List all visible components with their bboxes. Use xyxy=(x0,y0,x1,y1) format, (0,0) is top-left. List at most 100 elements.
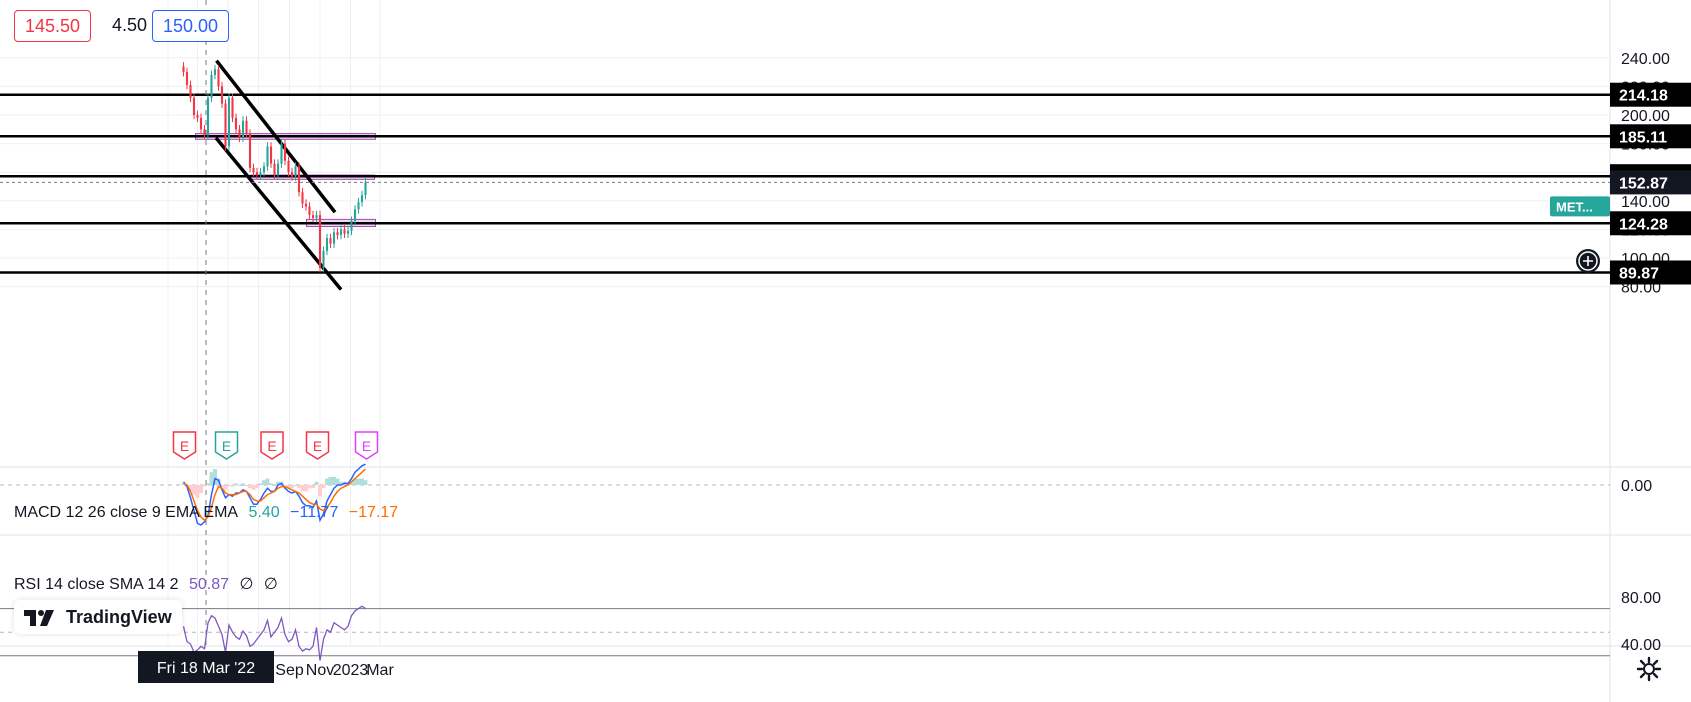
macd-histogram-bar xyxy=(286,485,291,489)
macd-histogram-bar xyxy=(293,485,298,486)
macd-histogram-bar xyxy=(353,478,357,485)
candle-body xyxy=(315,215,318,218)
macd-histogram-bar xyxy=(230,485,235,487)
macd-histogram-bar xyxy=(314,481,319,485)
candle-body xyxy=(346,230,350,234)
candle-body xyxy=(343,229,346,234)
rsi-extra-1: ∅ xyxy=(239,576,254,593)
earnings-marker-icon xyxy=(260,431,284,460)
candle-body xyxy=(220,86,224,104)
rsi-value: 50.87 xyxy=(188,576,230,593)
symbol-tag xyxy=(1550,196,1610,217)
candle-body xyxy=(336,232,339,236)
macd-histogram-bar xyxy=(321,485,326,489)
earnings-marker-label: E xyxy=(222,438,231,454)
earnings-marker-icon xyxy=(172,431,197,460)
candle-body xyxy=(241,120,245,138)
macd-histogram-bar xyxy=(356,478,361,485)
candle-body xyxy=(301,192,304,204)
candle-body xyxy=(238,129,241,138)
macd-histogram-bar xyxy=(255,485,259,489)
macd-histogram-bar xyxy=(339,481,343,485)
earnings-marker-label: E xyxy=(313,438,322,454)
cursor-date-label: Fri 18 Mar '22 xyxy=(157,660,255,677)
gear-icon[interactable] xyxy=(1636,656,1662,682)
x-tick-label: Sep xyxy=(275,662,304,679)
macd-histogram-bar xyxy=(192,485,196,495)
candle-body xyxy=(269,146,273,164)
macd-histogram-bar xyxy=(188,485,193,492)
rsi-legend[interactable]: RSI 14 close SMA 14 2 50.87 ∅ ∅ xyxy=(14,574,284,594)
bid-price-button[interactable]: 145.50 xyxy=(14,10,92,42)
candle-body xyxy=(357,202,360,210)
macd-histogram-bar xyxy=(227,485,231,486)
macd-histogram-bar xyxy=(325,478,329,485)
rsi-tick-label: 40.00 xyxy=(1621,637,1661,654)
macd-histogram-bar xyxy=(241,483,245,485)
candle-body xyxy=(311,215,315,218)
candle-body xyxy=(185,72,189,85)
spread-value: 4.50 xyxy=(108,10,152,40)
macd-histogram-bar xyxy=(195,485,200,498)
candle-body xyxy=(297,166,301,193)
rsi-tick-label: 80.00 xyxy=(1621,590,1661,607)
y-tick-label: 240.00 xyxy=(1621,51,1670,68)
tradingview-logo-text: TradingView xyxy=(66,606,172,627)
macd-legend[interactable]: MACD 12 26 close 9 EMA EMA 5.40 −11.77 −… xyxy=(14,504,404,522)
cursor-date-tag xyxy=(138,651,274,683)
channel-trendline xyxy=(215,59,337,214)
macd-histogram-bar xyxy=(251,485,256,490)
candle-body xyxy=(360,195,364,203)
earnings-marker-label: E xyxy=(362,438,371,454)
macd-tick-label: 0.00 xyxy=(1621,478,1652,495)
macd-histogram-bar xyxy=(213,469,217,485)
candle-body xyxy=(248,133,252,168)
candle-body xyxy=(262,166,266,173)
earnings-marker-icon xyxy=(214,431,239,460)
macd-histogram-bar xyxy=(307,485,312,489)
macd-histogram-bar xyxy=(311,485,315,489)
horizontal-level-label: 185.11 xyxy=(1619,129,1667,146)
macd-histogram-bar xyxy=(304,485,308,492)
macd-histogram-bar xyxy=(206,483,210,485)
candle-body xyxy=(234,117,238,130)
macd-histogram-bar xyxy=(272,485,277,486)
macd-histogram-bar xyxy=(360,478,364,485)
macd-signal-value: −17.17 xyxy=(348,504,399,521)
symbol-tag-label: MET... xyxy=(1556,199,1593,214)
candle-body xyxy=(255,172,259,176)
macd-histogram-bar xyxy=(335,478,340,485)
candle-body xyxy=(304,203,308,207)
macd-histogram-bar xyxy=(265,478,270,485)
candle-body xyxy=(322,250,325,269)
candle-body xyxy=(294,166,297,177)
candle-body xyxy=(210,74,213,98)
tradingview-logo[interactable]: TradingView xyxy=(14,600,182,634)
candle-body xyxy=(287,160,290,173)
horizontal-level-label: 124.28 xyxy=(1619,216,1668,233)
horizontal-level-label: 214.18 xyxy=(1619,88,1668,105)
macd-histogram-bar xyxy=(276,481,280,485)
rsi-extra-2: ∅ xyxy=(263,576,278,593)
macd-histogram-bar xyxy=(332,477,336,485)
candle-body xyxy=(199,117,203,130)
macd-line-value: −11.77 xyxy=(290,504,339,521)
candle-body xyxy=(308,206,311,216)
ask-price-button[interactable]: 150.00 xyxy=(152,10,230,42)
candle-body xyxy=(217,69,220,87)
rsi-label: RSI 14 close SMA 14 2 xyxy=(14,576,179,593)
macd-histogram-bar xyxy=(318,485,322,497)
candle-body xyxy=(245,120,248,134)
candle-body xyxy=(189,84,192,98)
macd-histogram-bar xyxy=(202,485,207,487)
candle-body xyxy=(350,220,353,231)
y-tick-label: 200.00 xyxy=(1621,108,1670,125)
candle-body xyxy=(290,172,294,177)
macd-histogram-bar xyxy=(269,483,273,485)
plus-circle-icon[interactable] xyxy=(1575,248,1601,274)
macd-histogram-bar xyxy=(349,481,354,485)
candle-body xyxy=(283,143,287,161)
candle-body xyxy=(339,229,343,236)
horizontal-level-label: 89.87 xyxy=(1619,265,1659,282)
